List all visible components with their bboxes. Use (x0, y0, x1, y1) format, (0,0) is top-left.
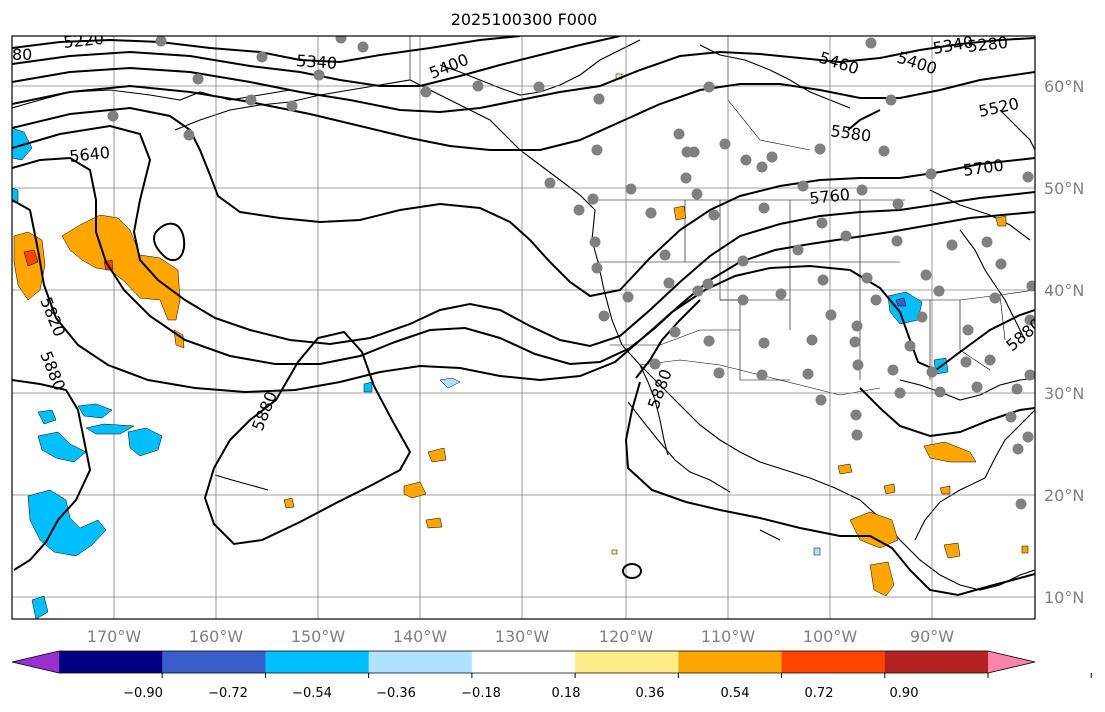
colorbar (11, 650, 1092, 678)
colorbar-tick-label: −0.72 (208, 686, 248, 701)
contour-label: 5880 (248, 389, 281, 434)
shading-positive (13, 73, 1029, 597)
latitude-labels: 60°N 50°N 40°N 30°N 20°N 10°N (1044, 77, 1084, 607)
colorbar-swatch (678, 651, 783, 673)
shading-negative (12, 127, 949, 619)
contour-label: 5460 (817, 48, 862, 79)
colorbar-swatch (781, 651, 886, 673)
contour-label: 5580 (829, 121, 872, 145)
lat-label: 60°N (1044, 77, 1084, 96)
colorbar-ticks: −0.90 −0.72 −0.54 −0.36 −0.18 0.18 0.36 … (123, 686, 918, 701)
lon-label: 140°W (393, 627, 448, 646)
colorbar-swatch (884, 651, 989, 673)
colorbar-tick-label: 0.72 (805, 686, 834, 701)
contour-label: 5640 (68, 143, 110, 166)
contour-label: 5220 (62, 29, 104, 52)
colorbar-tick-label: −0.90 (123, 686, 163, 701)
lon-label: 170°W (87, 627, 142, 646)
colorbar-tick-label: 0.18 (552, 686, 581, 701)
colorbar-swatch (368, 651, 473, 673)
colorbar-tick-label: 0.54 (721, 686, 750, 701)
lat-label: 30°N (1044, 384, 1084, 403)
colorbar-tick-label: −0.18 (461, 686, 501, 701)
lat-label: 50°N (1044, 179, 1084, 198)
colorbar-extend-max (988, 651, 1035, 673)
colorbar-swatch (471, 651, 576, 673)
contour-label: 80 (12, 45, 32, 64)
colorbar-swatch (575, 651, 679, 673)
contour-label: 5400 (895, 48, 940, 79)
lon-label: 160°W (189, 627, 244, 646)
colorbar-tick-label: −0.36 (376, 686, 416, 701)
height-contours (12, 36, 1035, 597)
contour-label: 5340 (296, 51, 338, 73)
colorbar-swatch (265, 651, 370, 673)
contour-label: 5820 (36, 294, 69, 339)
lon-label: 110°W (701, 627, 756, 646)
colorbar-tick-label: 0.36 (636, 686, 665, 701)
colorbar-extend-min (12, 651, 59, 673)
contour-label: 5280 (966, 33, 1008, 56)
lat-label: 40°N (1044, 281, 1084, 300)
colorbar-swatch (59, 651, 163, 673)
contour-label: 5340 (931, 32, 974, 58)
coastlines (12, 39, 1035, 591)
colorbar-tick-label: 0.90 (890, 686, 919, 701)
colorbar-swatch (162, 651, 266, 673)
colorbar-tick-label: −0.54 (292, 686, 332, 701)
map-title: 2025100300 F000 (450, 10, 598, 29)
station-markers (107, 36, 1035, 510)
lat-label: 10°N (1044, 588, 1084, 607)
lon-label: 100°W (803, 627, 858, 646)
lon-label: 120°W (599, 627, 654, 646)
map-frame (11, 35, 1036, 620)
colorbar-outline (11, 650, 1036, 674)
contour-label: 5520 (977, 94, 1021, 121)
lon-label: 90°W (910, 627, 954, 646)
lat-label: 20°N (1044, 486, 1084, 505)
longitude-labels: 170°W 160°W 150°W 140°W 130°W 120°W 110°… (87, 627, 954, 646)
contour-label: 5700 (962, 155, 1005, 179)
lon-label: 130°W (495, 627, 550, 646)
contour-label: 5880 (36, 348, 69, 393)
contour-label: 5760 (808, 185, 850, 208)
lon-label: 150°W (291, 627, 346, 646)
